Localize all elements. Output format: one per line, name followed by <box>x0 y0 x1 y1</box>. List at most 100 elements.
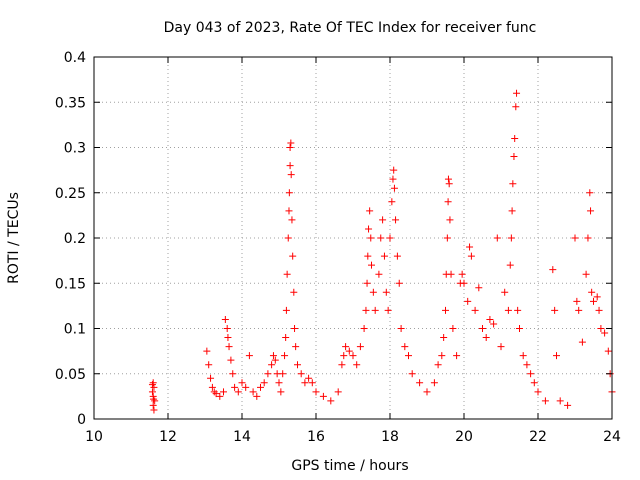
data-point <box>497 343 505 351</box>
data-point <box>379 216 387 224</box>
data-point <box>390 166 398 174</box>
chart-title: Day 043 of 2023, Rate Of TEC Index for r… <box>164 20 537 36</box>
data-point <box>286 162 294 170</box>
data-point <box>364 252 372 260</box>
data-point <box>395 279 403 287</box>
data-point <box>466 243 474 251</box>
y-tick-label: 0.1 <box>64 322 86 338</box>
data-point <box>556 397 564 405</box>
y-tick-label: 0 <box>77 412 86 428</box>
data-point <box>257 383 264 391</box>
data-point <box>549 266 557 274</box>
y-tick-label: 0.35 <box>55 95 86 111</box>
data-point <box>289 252 297 260</box>
x-tick-label: 22 <box>529 429 547 445</box>
data-point <box>234 388 242 396</box>
data-point <box>371 306 379 314</box>
data-point <box>430 379 438 387</box>
data-point <box>444 175 452 183</box>
data-point <box>338 361 346 369</box>
data-point <box>282 306 290 314</box>
data-point <box>380 252 388 260</box>
data-point <box>438 352 446 360</box>
data-point <box>286 144 294 151</box>
data-point <box>408 370 416 378</box>
data-point <box>527 370 535 378</box>
data-point <box>513 89 521 97</box>
y-tick-label: 0.25 <box>55 186 86 202</box>
data-point <box>511 134 519 142</box>
data-point <box>282 334 290 342</box>
data-point <box>575 306 583 314</box>
data-point <box>220 388 227 396</box>
data-point <box>283 270 291 278</box>
data-point <box>207 374 215 382</box>
data-point <box>342 343 350 351</box>
data-point <box>382 288 390 296</box>
data-point <box>203 347 211 355</box>
data-point <box>319 392 327 400</box>
data-point <box>212 390 220 398</box>
data-point <box>519 352 527 360</box>
data-point <box>590 297 597 305</box>
data-point <box>301 379 309 387</box>
data-point <box>393 252 401 260</box>
data-point <box>225 343 233 351</box>
data-point <box>294 361 301 369</box>
y-tick-label: 0.15 <box>55 276 86 292</box>
data-point <box>363 279 371 287</box>
data-point <box>150 395 158 403</box>
data-point <box>582 270 590 278</box>
data-point <box>604 347 612 355</box>
data-point <box>238 379 246 387</box>
data-point <box>493 234 501 242</box>
data-point <box>509 180 517 188</box>
data-point <box>377 234 385 242</box>
data-point <box>601 329 609 337</box>
x-tick-label: 18 <box>381 429 399 445</box>
data-point <box>514 306 522 314</box>
data-point <box>365 225 373 233</box>
data-point <box>287 139 295 147</box>
data-point <box>369 288 377 296</box>
data-point <box>384 306 392 314</box>
x-tick-label: 16 <box>307 429 325 445</box>
data-point <box>149 379 157 387</box>
data-point <box>281 352 289 360</box>
data-point <box>360 325 368 332</box>
data-point <box>584 234 592 242</box>
data-point <box>275 379 283 387</box>
data-point <box>444 198 452 206</box>
y-tick-label: 0.4 <box>64 50 86 66</box>
y-tick-label: 0.2 <box>64 231 86 247</box>
data-point <box>375 270 383 278</box>
data-point <box>423 388 431 396</box>
data-point <box>507 234 515 242</box>
data-point <box>221 315 229 323</box>
data-point <box>151 397 159 405</box>
data-point <box>150 406 158 414</box>
data-point <box>447 270 455 278</box>
data-point <box>475 284 483 292</box>
data-point <box>386 234 394 242</box>
x-tick-label: 20 <box>455 429 473 445</box>
data-point <box>264 370 272 378</box>
data-point <box>445 180 453 188</box>
data-points <box>148 89 616 414</box>
data-point <box>149 401 157 409</box>
data-point <box>578 338 586 346</box>
data-point <box>551 306 559 314</box>
data-point <box>208 383 216 391</box>
data-point <box>388 198 396 206</box>
x-tick-label: 12 <box>159 429 177 445</box>
data-point <box>224 334 232 342</box>
data-point <box>486 315 494 323</box>
data-point <box>564 401 572 409</box>
x-tick-label: 24 <box>603 429 621 445</box>
data-point <box>593 293 601 301</box>
data-point <box>534 388 542 396</box>
data-point <box>573 297 581 305</box>
data-point <box>510 153 518 161</box>
data-point <box>356 343 364 351</box>
data-point <box>490 320 498 328</box>
